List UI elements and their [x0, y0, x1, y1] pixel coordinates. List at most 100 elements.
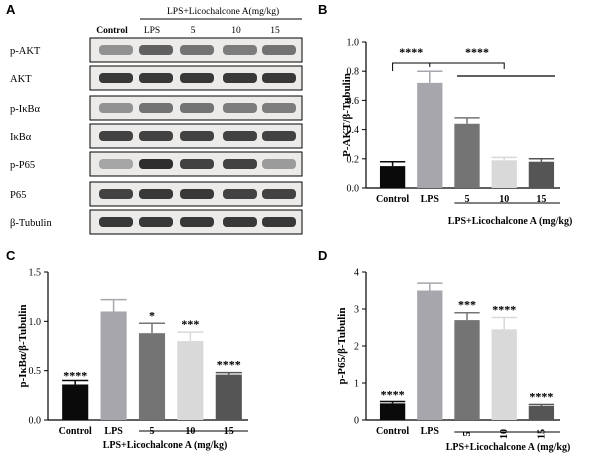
blot-band: [139, 131, 173, 141]
y-tick-label: 0: [354, 416, 359, 427]
blot-lane-label: 5: [191, 26, 196, 36]
blot-band: [139, 189, 173, 199]
significance-label: ***: [458, 298, 476, 312]
blot-band: [262, 73, 296, 83]
bar: [417, 290, 443, 420]
x-tick-label: LPS: [104, 426, 123, 437]
y-tick-label: 1: [354, 379, 359, 390]
bar: [379, 166, 406, 188]
blot-band: [99, 73, 133, 83]
y-tick-label: 0.4: [347, 125, 360, 136]
x-tick-label: 10: [499, 194, 509, 205]
y-axis-title: P-AKT/β-Tubulin: [341, 73, 353, 157]
blot-band: [180, 73, 214, 83]
blot-lane-label: 15: [270, 26, 280, 36]
y-tick-label: 1.0: [347, 38, 360, 49]
significance-label: *: [149, 308, 155, 322]
blot-band: [262, 131, 296, 141]
y-tick-label: 3: [354, 305, 359, 316]
bracket-label: ****: [465, 45, 489, 59]
x-tick-label: 10: [185, 426, 195, 437]
blot-row-label: p-AKT: [10, 46, 41, 57]
x-tick-label: 15: [224, 426, 234, 437]
blot-band: [223, 103, 257, 113]
blot-band: [99, 217, 133, 227]
blot-band: [99, 131, 133, 141]
blot-band: [262, 189, 296, 199]
x-axis-title: LPS+Licochalcone A (mg/kg): [448, 216, 573, 227]
blot-lane-label: LPS: [144, 26, 160, 36]
significance-label: ***: [181, 317, 199, 331]
blot-band: [262, 159, 296, 169]
bar: [215, 374, 242, 420]
y-tick-label: 0.8: [347, 67, 360, 78]
significance-label: ****: [63, 368, 87, 382]
blot-band: [262, 45, 296, 55]
y-tick-label: 1.0: [29, 317, 42, 328]
x-tick-label: 10: [499, 429, 510, 439]
bar: [528, 161, 555, 188]
blot-band: [139, 45, 173, 55]
bar: [379, 403, 406, 420]
bar: [528, 405, 555, 420]
bar: [417, 82, 443, 188]
x-tick-label: Control: [59, 426, 92, 437]
y-axis-title: p-IκBα/β-Tubulin: [17, 304, 29, 387]
blot-row-label: P65: [10, 190, 26, 201]
x-tick-label: 15: [536, 429, 547, 439]
blot-band: [99, 159, 133, 169]
blot-band: [139, 217, 173, 227]
y-tick-label: 0.5: [29, 366, 42, 377]
bar: [177, 341, 204, 420]
bracket-label: ****: [399, 45, 423, 59]
bar: [454, 123, 480, 188]
blot-band: [223, 131, 257, 141]
y-tick-label: 0.6: [347, 96, 360, 107]
y-tick-label: 4: [354, 268, 359, 279]
x-axis-title: LPS+Licochalcone A (mg/kg): [446, 442, 571, 453]
blot-band: [139, 103, 173, 113]
significance-label: ****: [492, 303, 516, 317]
bar: [491, 329, 517, 420]
blot-band: [180, 131, 214, 141]
blot-row-label: p-IκBα: [10, 104, 41, 115]
blot-lane-label: Control: [96, 26, 128, 36]
blot-band: [99, 189, 133, 199]
blot-header: LPS+Licochalcone A(mg/kg): [167, 6, 279, 17]
y-tick-label: 2: [354, 342, 359, 353]
x-tick-label: Control: [376, 426, 409, 437]
bar: [138, 333, 166, 420]
y-axis-title: p-P65/β-Tubulin: [336, 308, 348, 385]
blot-band: [99, 103, 133, 113]
x-tick-label: LPS: [421, 194, 440, 205]
blot-band: [223, 159, 257, 169]
blot-row-label: IκBα: [10, 132, 32, 143]
x-tick-label: 5: [465, 194, 470, 205]
blot-band: [223, 73, 257, 83]
y-tick-label: 1.5: [29, 268, 42, 279]
x-tick-label: 5: [462, 432, 473, 437]
significance-label: ****: [381, 387, 405, 401]
blot-band: [139, 73, 173, 83]
panel-label-c: C: [6, 248, 16, 263]
y-tick-label: 0.0: [29, 416, 42, 427]
x-tick-label: LPS: [421, 426, 440, 437]
blot-band: [180, 103, 214, 113]
blot-band: [180, 159, 214, 169]
panel-label-b: B: [318, 2, 328, 17]
panel-label-d: D: [318, 248, 328, 263]
blot-band: [99, 45, 133, 55]
x-axis-title: LPS+Licochalcone A (mg/kg): [103, 440, 228, 451]
blot-row-label: β-Tubulin: [10, 218, 52, 229]
blot-band: [262, 217, 296, 227]
y-tick-label: 0.0: [347, 184, 360, 195]
x-tick-label: Control: [376, 194, 409, 205]
x-tick-label: 15: [536, 194, 546, 205]
significance-bracket: [392, 62, 431, 71]
significance-label: ****: [529, 389, 553, 403]
bar: [100, 311, 127, 420]
bar: [454, 320, 480, 420]
x-tick-label: 5: [150, 426, 155, 437]
bar: [491, 160, 517, 188]
blot-row-label: p-P65: [10, 160, 35, 171]
